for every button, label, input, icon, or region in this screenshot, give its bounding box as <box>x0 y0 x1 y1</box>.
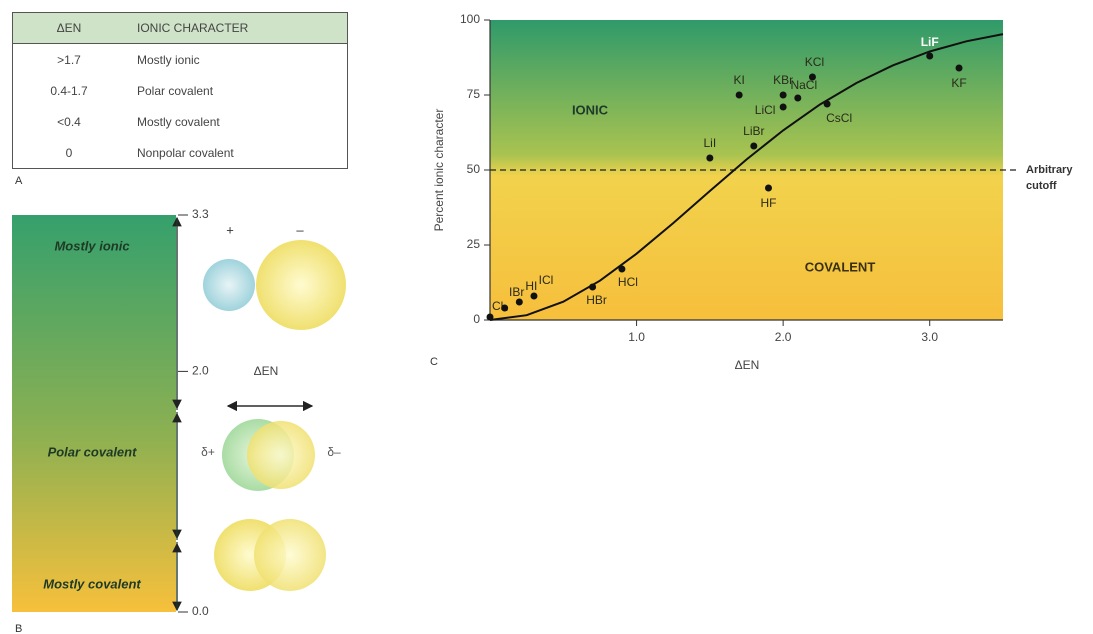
table-cell: <0.4 <box>13 106 126 137</box>
table-cell: Polar covalent <box>125 75 348 106</box>
data-point <box>794 95 801 102</box>
region-label: Mostly ionic <box>54 238 130 253</box>
scale-tick-label: 2.0 <box>192 364 209 378</box>
header-cell: ΔEN <box>13 13 126 44</box>
panel-letter: B <box>15 623 22 634</box>
data-point <box>706 155 713 162</box>
delta-en-label: ΔEN <box>254 364 279 378</box>
point-label: IBr <box>509 285 524 299</box>
y-axis-label: Percent ionic character <box>432 109 446 232</box>
data-point <box>516 299 523 306</box>
y-tick-label: 50 <box>467 162 481 176</box>
y-tick-label: 100 <box>460 12 480 26</box>
point-label: LiF <box>921 35 939 49</box>
atoms <box>203 240 346 591</box>
point-label: LiBr <box>743 124 764 138</box>
point-label: HCl <box>618 275 638 289</box>
data-point <box>501 305 508 312</box>
region-label: IONIC <box>572 102 609 117</box>
figure: + – ΔEN δ+ δ– A B C Percent ionic charac… <box>0 0 1093 634</box>
point-label: KI <box>733 73 744 87</box>
point-label: HF <box>760 196 776 210</box>
charge-label: – <box>296 222 304 237</box>
table-cell: >1.7 <box>13 44 126 76</box>
data-point <box>750 143 757 150</box>
data-point <box>956 65 963 72</box>
x-tick-label: 1.0 <box>628 330 645 344</box>
x-axis-label: ΔEN <box>735 358 760 372</box>
data-point <box>824 101 831 108</box>
point-label: HI <box>525 279 537 293</box>
scale-tick-label: 3.3 <box>192 207 209 221</box>
region-label: Mostly covalent <box>43 576 141 591</box>
x-tick-label: 2.0 <box>775 330 792 344</box>
point-label: LiI <box>704 136 717 150</box>
data-point <box>589 284 596 291</box>
gradient-bar <box>12 215 176 612</box>
data-point <box>765 185 772 192</box>
data-point <box>809 74 816 81</box>
y-tick-label: 75 <box>467 87 481 101</box>
data-point <box>487 314 494 321</box>
panel-letter: A <box>15 175 23 187</box>
point-label: ICl <box>539 273 554 287</box>
header-cell: IONIC CHARACTER <box>125 13 348 44</box>
x-tick-label: 3.0 <box>921 330 938 344</box>
data-point <box>926 53 933 60</box>
table-cell: Nonpolar covalent <box>125 137 348 169</box>
data-point <box>780 104 787 111</box>
data-point <box>780 92 787 99</box>
data-point <box>530 293 537 300</box>
partial-charge: δ+ <box>201 445 215 459</box>
table-cell: 0.4-1.7 <box>13 75 126 106</box>
y-tick-label: 0 <box>473 312 480 326</box>
table-cell: Mostly covalent <box>125 106 348 137</box>
data-point <box>736 92 743 99</box>
y-tick-label: 25 <box>467 237 481 251</box>
data-point <box>618 266 625 273</box>
point-label: KF <box>951 76 966 90</box>
table-cell: Mostly ionic <box>125 44 348 76</box>
cutoff-label: Arbitrary cutoff <box>1026 162 1086 194</box>
region-label: COVALENT <box>805 259 876 274</box>
point-label: HBr <box>586 293 607 307</box>
point-label: CsCl <box>826 111 852 125</box>
charge-label: + <box>226 222 234 237</box>
scale-tick-label: 0.0 <box>192 604 209 618</box>
point-label: LiCl <box>755 103 776 117</box>
partial-charge: δ– <box>327 445 341 459</box>
region-label: Polar covalent <box>48 444 138 459</box>
plot-area <box>490 20 1003 320</box>
panel-letter: C <box>430 356 438 368</box>
table-cell: 0 <box>13 137 126 169</box>
point-label: KCl <box>805 55 824 69</box>
table-header: ΔEN IONIC CHARACTER <box>13 13 348 44</box>
